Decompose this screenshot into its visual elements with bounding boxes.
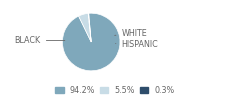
Wedge shape [62,13,120,71]
Text: WHITE: WHITE [115,29,147,38]
Legend: 94.2%, 5.5%, 0.3%: 94.2%, 5.5%, 0.3% [55,85,176,96]
Wedge shape [88,13,91,42]
Wedge shape [79,13,91,42]
Text: HISPANIC: HISPANIC [116,40,158,49]
Text: BLACK: BLACK [15,36,65,45]
